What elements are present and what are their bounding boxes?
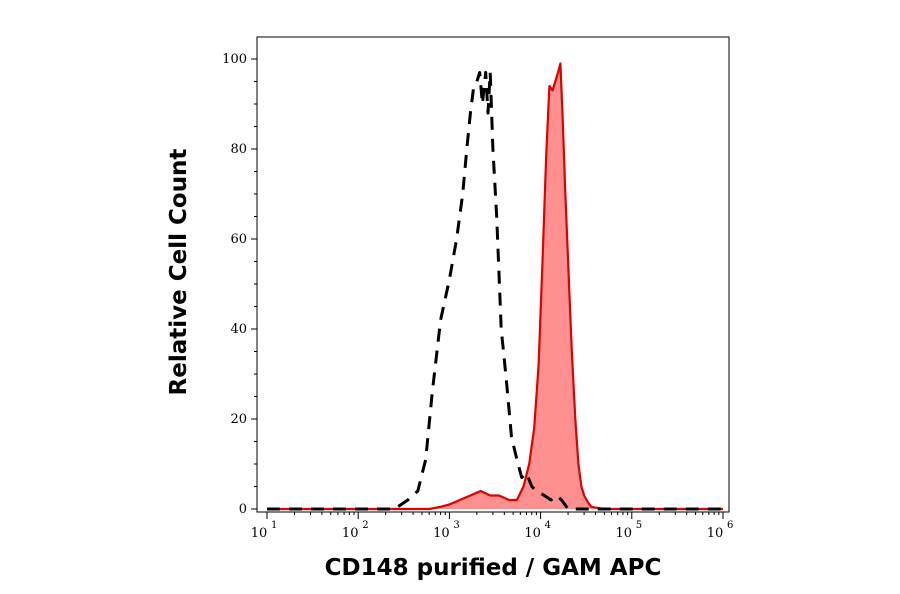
x-tick-exponent: 2	[362, 520, 368, 531]
y-tick-label: 100	[222, 52, 247, 67]
y-tick-label: 0	[239, 502, 247, 517]
plot-frame	[256, 36, 730, 513]
stained-histogram-line	[267, 62, 723, 511]
x-tick-label: 10	[616, 526, 633, 541]
y-axis-title: Relative Cell Count	[166, 149, 192, 396]
x-tick-exponent: 1	[271, 520, 277, 531]
y-tick-label: 80	[230, 142, 247, 157]
x-tick-label: 10	[433, 526, 450, 541]
y-tick-label: 20	[230, 412, 247, 427]
series-layer	[267, 62, 723, 511]
x-tick-exponent: 6	[727, 520, 733, 531]
x-tick-label: 10	[707, 526, 724, 541]
histogram-area-fill	[267, 63, 723, 509]
y-axis-ticks: 0 20 40 60 80 100	[222, 52, 257, 517]
x-tick-exponent: 4	[545, 520, 551, 531]
x-tick-exponent: 5	[636, 520, 642, 531]
x-tick-label: 10	[524, 526, 541, 541]
x-tick-label: 10	[342, 526, 359, 541]
x-axis-title: CD148 purified / GAM APC	[325, 555, 662, 581]
y-tick-label: 40	[230, 322, 247, 337]
control-histogram-line	[267, 71, 723, 511]
x-tick-label: 10	[251, 526, 268, 541]
y-tick-label: 60	[230, 232, 247, 247]
x-tick-exponent: 3	[453, 520, 459, 531]
